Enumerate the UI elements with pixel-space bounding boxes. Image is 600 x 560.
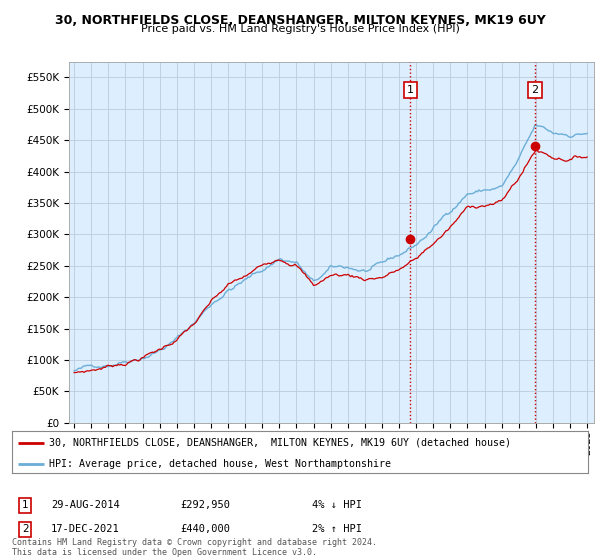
- Text: £292,950: £292,950: [180, 500, 230, 510]
- Text: 1: 1: [22, 500, 29, 510]
- Text: Price paid vs. HM Land Registry's House Price Index (HPI): Price paid vs. HM Land Registry's House …: [140, 24, 460, 34]
- Text: 2: 2: [532, 85, 539, 95]
- Text: 17-DEC-2021: 17-DEC-2021: [51, 524, 120, 534]
- Text: 4% ↓ HPI: 4% ↓ HPI: [312, 500, 362, 510]
- Text: 30, NORTHFIELDS CLOSE, DEANSHANGER,  MILTON KEYNES, MK19 6UY (detached house): 30, NORTHFIELDS CLOSE, DEANSHANGER, MILT…: [49, 438, 511, 448]
- Text: HPI: Average price, detached house, West Northamptonshire: HPI: Average price, detached house, West…: [49, 459, 391, 469]
- Text: 30, NORTHFIELDS CLOSE, DEANSHANGER, MILTON KEYNES, MK19 6UY: 30, NORTHFIELDS CLOSE, DEANSHANGER, MILT…: [55, 14, 545, 27]
- Text: 2: 2: [22, 524, 29, 534]
- Text: £440,000: £440,000: [180, 524, 230, 534]
- Text: 1: 1: [407, 85, 414, 95]
- Text: 2% ↑ HPI: 2% ↑ HPI: [312, 524, 362, 534]
- Text: 29-AUG-2014: 29-AUG-2014: [51, 500, 120, 510]
- Text: Contains HM Land Registry data © Crown copyright and database right 2024.
This d: Contains HM Land Registry data © Crown c…: [12, 538, 377, 557]
